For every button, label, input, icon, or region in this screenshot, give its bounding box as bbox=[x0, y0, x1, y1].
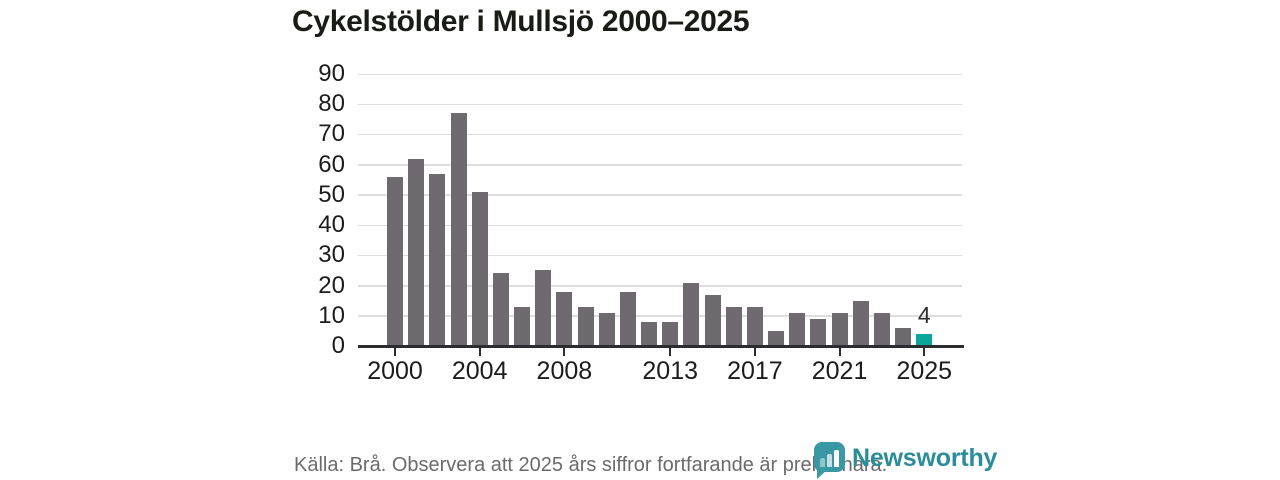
x-axis-tick bbox=[669, 348, 672, 356]
bar-2005 bbox=[492, 273, 509, 346]
bar-2008 bbox=[556, 291, 573, 346]
gridline bbox=[358, 164, 962, 166]
newsworthy-logo: Newsworthy bbox=[814, 442, 998, 479]
newsworthy-logo-icon bbox=[814, 442, 845, 479]
x-axis-tick-label: 2008 bbox=[536, 357, 593, 385]
bar-2022 bbox=[852, 300, 869, 346]
x-axis-tick bbox=[394, 348, 396, 356]
bar-2016 bbox=[725, 306, 742, 346]
gridline bbox=[358, 315, 962, 317]
bar-2025 bbox=[916, 333, 933, 346]
bar-2020 bbox=[810, 318, 827, 346]
bar-2018 bbox=[768, 330, 785, 346]
bar-2014 bbox=[683, 282, 700, 346]
bar-2002 bbox=[429, 173, 446, 346]
x-axis-tick bbox=[478, 348, 481, 356]
gridline bbox=[358, 194, 962, 196]
bar-2017 bbox=[746, 306, 763, 346]
y-axis-tick-label: 50 bbox=[318, 180, 345, 208]
x-axis-tick bbox=[923, 348, 926, 356]
bar-2011 bbox=[619, 291, 636, 346]
y-axis-tick-label: 40 bbox=[318, 211, 345, 239]
y-axis-tick-label: 20 bbox=[318, 271, 345, 299]
x-axis-tick-label: 2017 bbox=[727, 357, 783, 385]
bar-2003 bbox=[450, 113, 467, 346]
gridline bbox=[358, 254, 962, 257]
x-axis-line bbox=[358, 345, 964, 348]
bar-2023 bbox=[873, 312, 890, 346]
y-axis-tick-label: 80 bbox=[318, 90, 345, 118]
bar-2007 bbox=[535, 270, 552, 346]
bar-2004 bbox=[471, 191, 488, 346]
bar-2001 bbox=[408, 158, 425, 346]
speech-bubble-tail-icon bbox=[817, 470, 827, 479]
bar-2000 bbox=[387, 176, 403, 346]
gridline bbox=[358, 103, 962, 106]
bar-2012 bbox=[641, 321, 658, 346]
x-axis-tick bbox=[563, 348, 566, 356]
gridline bbox=[358, 73, 962, 75]
y-axis-tick-label: 10 bbox=[318, 301, 345, 329]
x-axis-tick bbox=[838, 348, 841, 356]
y-axis-tick-label: 30 bbox=[318, 241, 345, 269]
newsworthy-logo-text: Newsworthy bbox=[852, 444, 998, 472]
gridline bbox=[358, 285, 962, 287]
logo-chart-bar-icon bbox=[834, 450, 839, 467]
y-axis-tick-label: 0 bbox=[331, 332, 345, 359]
bar-2021 bbox=[831, 312, 848, 346]
bar-value-label: 4 bbox=[917, 301, 931, 328]
source-note: Källa: Brå. Observera att 2025 års siffr… bbox=[294, 454, 888, 476]
x-axis-tick bbox=[753, 348, 756, 356]
x-axis-tick-label: 2013 bbox=[642, 357, 699, 385]
bar-2015 bbox=[704, 294, 721, 346]
y-axis-tick-label: 90 bbox=[318, 60, 345, 87]
y-axis-tick-label: 70 bbox=[318, 120, 345, 148]
x-axis-tick-label: 2004 bbox=[451, 357, 508, 385]
x-axis-tick-label: 2021 bbox=[811, 357, 868, 385]
chart-title: Cykelstölder i Mullsjö 2000–2025 bbox=[292, 5, 750, 38]
gridline bbox=[358, 224, 962, 227]
logo-chart-bar-icon bbox=[820, 458, 825, 467]
x-axis-tick-label: 2025 bbox=[896, 357, 953, 385]
gridline bbox=[358, 133, 962, 136]
bar-2013 bbox=[662, 321, 679, 346]
bar-2006 bbox=[514, 306, 531, 346]
x-axis-tick-label: 2000 bbox=[367, 357, 423, 385]
y-axis-tick-label: 60 bbox=[318, 150, 345, 178]
bar-2019 bbox=[789, 312, 806, 346]
logo-chart-bar-icon bbox=[827, 454, 832, 467]
bar-2009 bbox=[577, 306, 594, 346]
bar-2024 bbox=[895, 327, 912, 346]
plot-area bbox=[358, 73, 962, 346]
bar-2010 bbox=[598, 312, 615, 346]
